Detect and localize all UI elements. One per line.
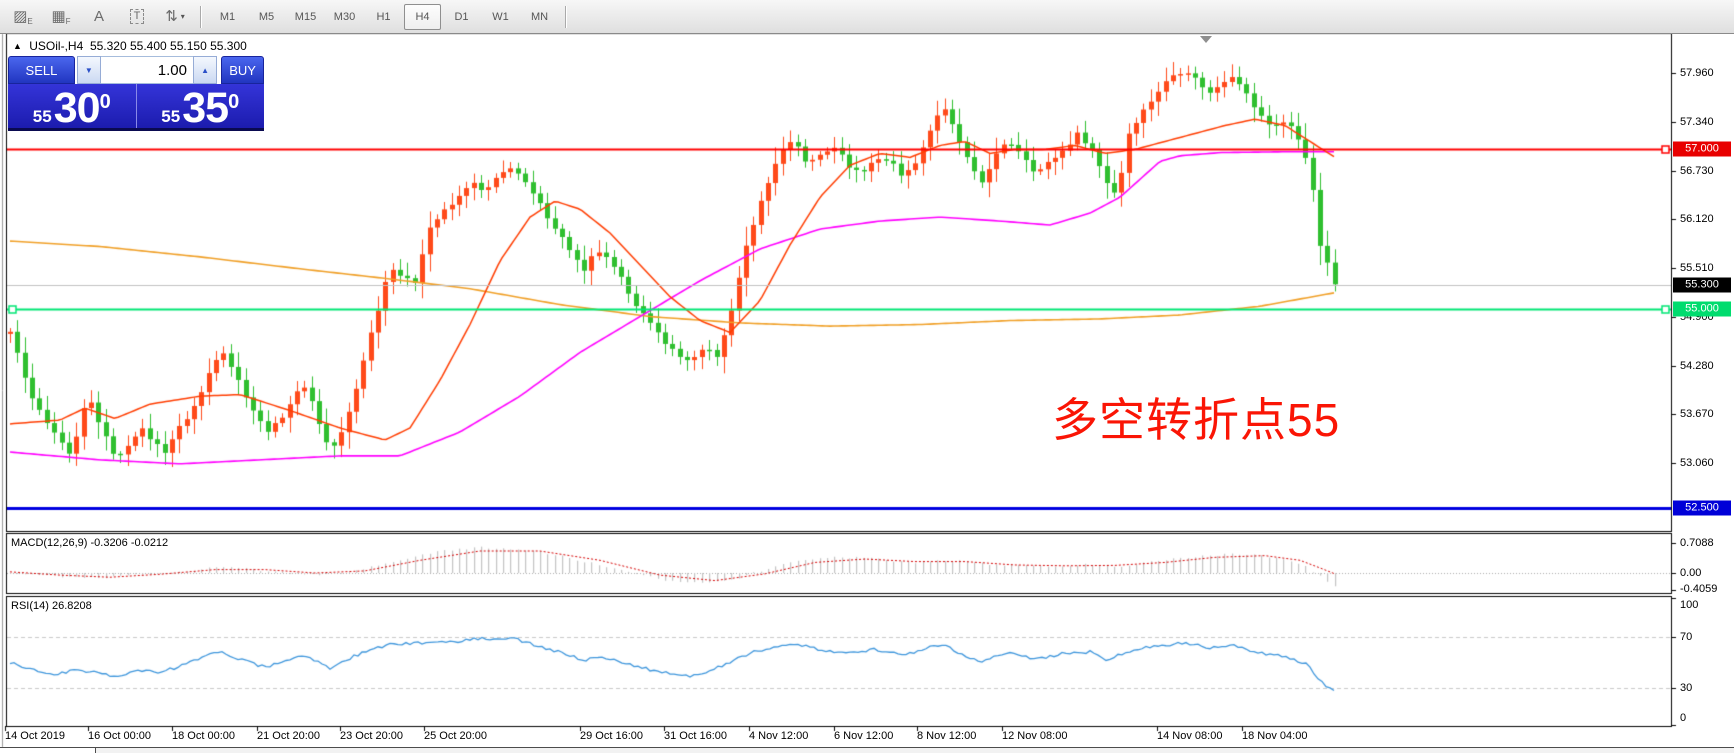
time-axis-label: 23 Oct 20:00	[340, 730, 403, 742]
axis-label: 53.670	[1680, 408, 1714, 420]
tf-button-M5[interactable]: M5	[258, 10, 275, 23]
buy-price-sup: 0	[228, 91, 240, 113]
ohlc-open: 55.320	[89, 39, 127, 53]
text-box-icon[interactable]: T	[119, 4, 155, 30]
chart-patterns-icon[interactable]: ▨ E	[13, 8, 33, 26]
time-axis-label: 18 Oct 00:00	[172, 730, 235, 742]
arrange-styler-icon[interactable]: ⇅ ▾	[165, 8, 185, 25]
tf-button-D1[interactable]: D1	[454, 10, 469, 23]
tf-button-H4[interactable]: H4	[404, 3, 441, 30]
time-axis-label: 29 Oct 16:00	[580, 730, 643, 742]
time-axis-label: 18 Nov 04:00	[1242, 730, 1308, 742]
buy-button[interactable]: BUY	[221, 56, 265, 84]
buy-price-display[interactable]: 55 35 0	[137, 84, 265, 132]
axis-label: 70	[1680, 630, 1693, 643]
volume-input[interactable]	[100, 56, 193, 84]
axis-label: 0	[1680, 712, 1687, 724]
sell-button[interactable]: SELL	[8, 56, 75, 84]
ohlc-high: 55.400	[130, 39, 167, 53]
ohlc-low: 55.150	[170, 39, 207, 53]
text-label-icon[interactable]: A	[93, 8, 104, 25]
price-badge: 52.500	[1673, 500, 1731, 516]
price-badge: 57.000	[1673, 141, 1731, 157]
axis-label: 57.340	[1680, 116, 1714, 128]
tf-button-W1[interactable]: W1	[492, 10, 509, 23]
sell-price-small: 55	[32, 107, 52, 126]
axis-label: 56.120	[1680, 213, 1714, 225]
axis-label: -0.4059	[1680, 583, 1718, 595]
sell-price-big: 30	[53, 84, 101, 132]
tf-button-H1[interactable]: H1	[376, 10, 391, 23]
axis-label: 56.730	[1680, 165, 1714, 177]
toolbar-separator	[565, 5, 567, 28]
time-axis-label: 14 Oct 2019	[5, 730, 65, 742]
time-axis-label: 8 Nov 12:00	[917, 730, 977, 742]
horizontal-scrollbar[interactable]	[0, 747, 1734, 753]
price-badge: 55.000	[1673, 301, 1731, 317]
toolbar-separator	[200, 5, 202, 28]
axis-label: 100	[1680, 599, 1699, 611]
time-axis-label: 25 Oct 20:00	[424, 730, 487, 742]
one-click-trade-panel: SELL ▼ ▲ BUY 55 30 0 55 35 0	[8, 56, 265, 132]
tf-button-MN[interactable]: MN	[530, 10, 549, 23]
axis-label: 0.7088	[1680, 537, 1714, 550]
axis-label: 54.280	[1680, 360, 1714, 372]
price-badge: 55.300	[1673, 277, 1731, 293]
volume-decrease-button[interactable]: ▼	[76, 56, 101, 84]
horizontal-scrollbar-thumb[interactable]	[95, 748, 1734, 753]
chart-shift-marker-icon[interactable]	[1200, 36, 1212, 43]
sell-price-sup: 0	[99, 91, 111, 113]
time-axis-label: 4 Nov 12:00	[749, 730, 809, 742]
symbol-ohlc-line: ▲ USOil-,H4 55.320 55.400 55.150 55.300	[13, 39, 247, 53]
time-axis-label: 6 Nov 12:00	[834, 730, 894, 742]
axis-label: 55.510	[1680, 262, 1714, 274]
symbol-name: USOil-,H4	[29, 39, 84, 53]
axis-label: 57.960	[1680, 67, 1714, 79]
tf-button-M30[interactable]: M30	[333, 10, 356, 23]
time-axis-label: 12 Nov 08:00	[1002, 730, 1068, 742]
axis-label: 0.00	[1680, 567, 1702, 579]
axis-label: 53.060	[1680, 457, 1714, 469]
fibo-grid-icon[interactable]: ▦ F	[51, 8, 71, 26]
time-axis-label: 14 Nov 08:00	[1157, 730, 1223, 742]
time-axis-label: 31 Oct 16:00	[664, 730, 727, 742]
ohlc-close: 55.300	[210, 39, 247, 53]
sell-price-display[interactable]: 55 30 0	[8, 84, 137, 132]
tf-button-M1[interactable]: M1	[219, 10, 236, 23]
buy-price-big: 35	[182, 84, 229, 132]
buy-price-small: 55	[161, 107, 181, 126]
chart-annotation-text: 多空转折点55	[1052, 394, 1341, 446]
collapse-triangle-icon[interactable]: ▲	[13, 41, 22, 51]
tf-button-M15[interactable]: M15	[294, 10, 317, 23]
time-axis-label: 21 Oct 20:00	[257, 730, 320, 742]
macd-label: MACD(12,26,9) -0.3206 -0.0212	[11, 537, 169, 549]
volume-increase-button[interactable]: ▲	[192, 56, 218, 84]
toolbar: ▨ E ▦ F A T ⇅ ▾ M1 M5 M15 M30 H1 H4 D1 W1 MN	[0, 0, 1734, 34]
axis-label: 30	[1680, 681, 1693, 694]
rsi-label: RSI(14) 26.8208	[11, 600, 92, 612]
time-axis-label: 16 Oct 00:00	[88, 730, 151, 742]
